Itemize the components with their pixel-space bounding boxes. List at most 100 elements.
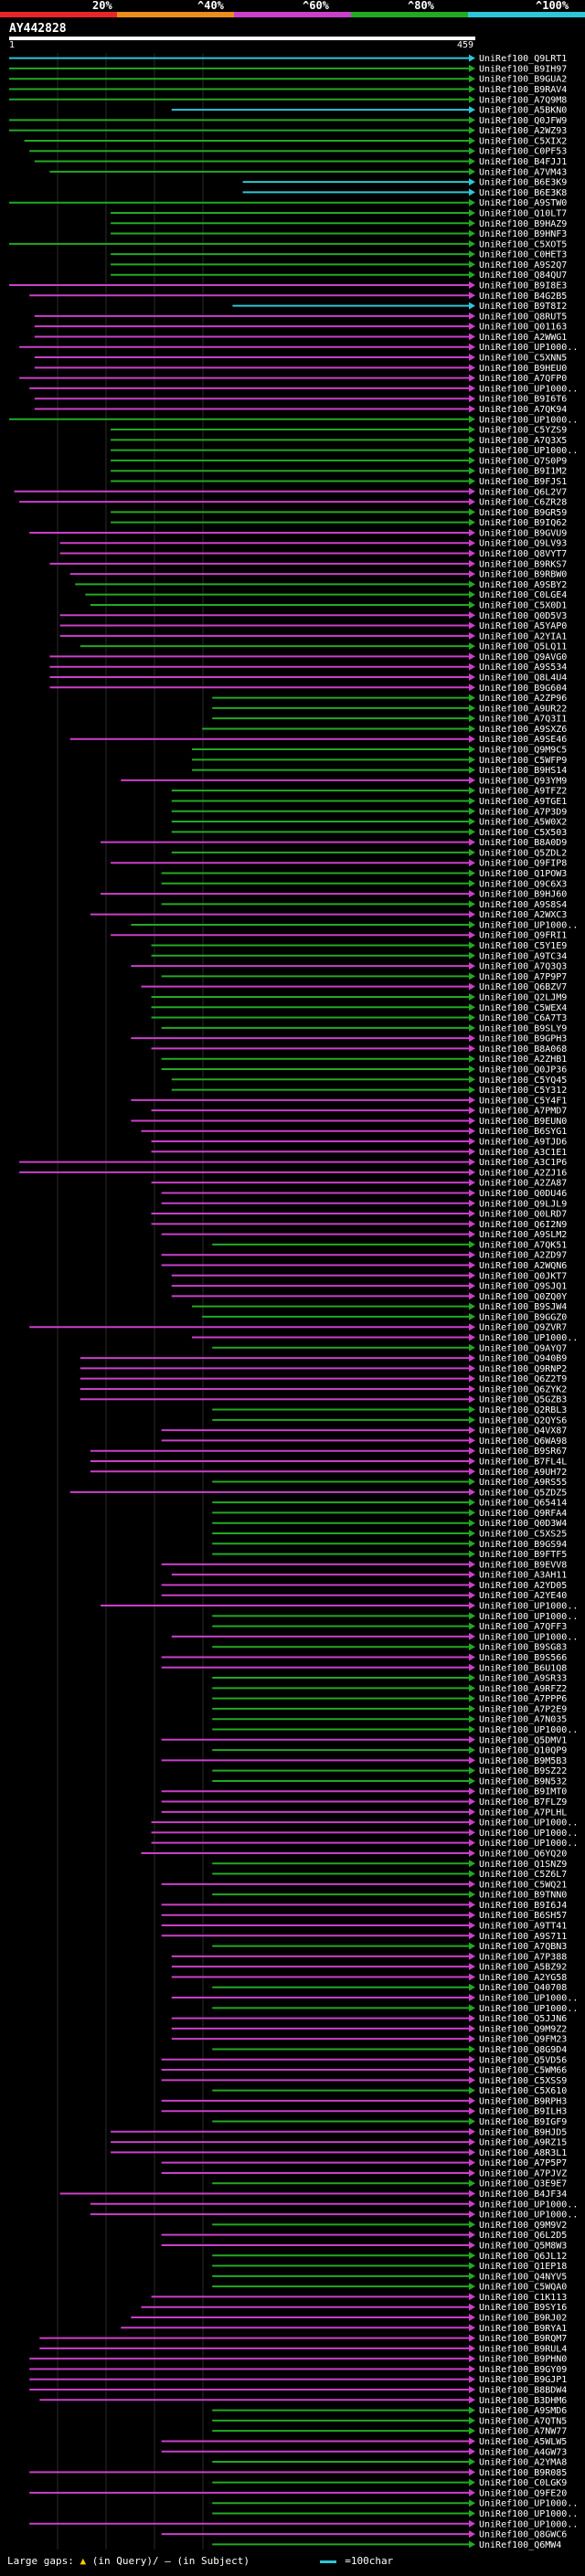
hit-label: UniRef100_UP1000.. <box>479 1602 578 1612</box>
hit-arrow <box>469 1457 475 1465</box>
hit-label: UniRef100_A9S8S4 <box>479 900 567 910</box>
hit-label: UniRef100_Q6JL12 <box>479 2252 567 2262</box>
hit-label: UniRef100_Q5GZB3 <box>479 1395 567 1405</box>
hit-label: UniRef100_A8R3L1 <box>479 2148 567 2158</box>
hit-arrow <box>469 1922 475 1929</box>
hit-arrow <box>469 1189 475 1197</box>
hit-arrow <box>469 621 475 630</box>
hit-arrow <box>469 1292 475 1300</box>
hit-arrow <box>469 1148 475 1156</box>
hit-arrow <box>469 188 475 196</box>
hit-label: UniRef100_B9SR67 <box>479 1447 567 1457</box>
hit-label: UniRef100_B9HNF3 <box>479 229 567 239</box>
hit-label: UniRef100_UP1000.. <box>479 415 578 425</box>
hit-label: UniRef100_A7Q3I1 <box>479 715 567 725</box>
hit-arrow <box>469 157 475 165</box>
hit-label: UniRef100_A7QBN3 <box>479 1942 567 1952</box>
hit-arrow <box>469 1797 475 1806</box>
hit-arrow <box>469 2447 475 2455</box>
hit-label: UniRef100_C5X0D1 <box>479 600 567 610</box>
hit-label: UniRef100_C6A7T3 <box>479 1013 567 1023</box>
hit-arrow <box>469 787 475 795</box>
hit-label: UniRef100_A2ZA87 <box>479 1179 567 1189</box>
hit-arrow <box>469 147 475 155</box>
hit-label: UniRef100_C5XSS9 <box>479 2076 567 2086</box>
hit-arrow <box>469 642 475 651</box>
hit-label: UniRef100_Q93YM9 <box>479 776 567 786</box>
hit-arrow <box>469 2055 475 2063</box>
hit-label: UniRef100_Q9FRI1 <box>479 931 567 941</box>
hit-label: UniRef100_B8A068 <box>479 1044 567 1055</box>
hit-label: UniRef100_B9GY09 <box>479 2365 567 2375</box>
hit-label: UniRef100_C5XS25 <box>479 1530 567 1540</box>
query-end-label: 459 <box>457 40 474 50</box>
identity-legend: 20% ^40% ^60% ^80% ^100% <box>0 0 585 24</box>
hit-arrow <box>469 1932 475 1940</box>
hit-label: UniRef100_B6E3K8 <box>479 188 567 198</box>
hit-label: UniRef100_Q10LT7 <box>479 208 567 218</box>
hit-arrow <box>469 1849 475 1857</box>
hit-arrow <box>469 900 475 908</box>
hit-arrow <box>469 828 475 836</box>
hit-arrow <box>469 1550 475 1558</box>
hit-label: UniRef100_B9I6T6 <box>479 395 567 405</box>
hit-label: UniRef100_Q9AYQ7 <box>479 1343 567 1353</box>
hit-arrow <box>469 1158 475 1166</box>
hit-label: UniRef100_A9SBY2 <box>479 580 567 590</box>
hit-label: UniRef100_Q8L4U4 <box>479 673 567 684</box>
hit-arrow <box>469 2179 475 2188</box>
hit-label: UniRef100_B7FL4L <box>479 1457 567 1467</box>
hit-label: UniRef100_A5YAP0 <box>479 621 567 631</box>
hit-arrow <box>469 2540 475 2549</box>
hit-label: UniRef100_B9EVV8 <box>479 1560 567 1570</box>
query-gap-label: (in Query)/ <box>91 2555 159 2567</box>
hit-arrow <box>469 807 475 815</box>
hit-arrow <box>469 2066 475 2074</box>
hit-label: UniRef100_B9RKS7 <box>479 559 567 569</box>
hit-arrow <box>469 2283 475 2291</box>
hit-arrow <box>469 2272 475 2280</box>
hit-arrow <box>469 1199 475 1207</box>
hit-arrow <box>469 1973 475 1981</box>
hit-arrow <box>469 312 475 320</box>
hit-label: UniRef100_A2WQN6 <box>479 1261 567 1271</box>
hit-label: UniRef100_B9HJ60 <box>479 890 567 900</box>
hit-label: UniRef100_Q5ZDL2 <box>479 848 567 858</box>
hit-arrow <box>469 1023 475 1032</box>
hit-label: UniRef100_Q0JP36 <box>479 1065 567 1075</box>
hit-label: UniRef100_Q5M8W3 <box>479 2241 567 2251</box>
hit-label: UniRef100_Q9C6X3 <box>479 879 567 889</box>
hit-label: UniRef100_C5Y4F1 <box>479 1096 567 1106</box>
hit-arrow <box>469 1746 475 1754</box>
hit-label: UniRef100_UP1000.. <box>479 343 578 353</box>
hit-arrow <box>469 1107 475 1115</box>
hit-label: UniRef100_B9HAZ9 <box>479 219 567 229</box>
hit-arrow <box>469 354 475 362</box>
hit-arrow <box>469 2530 475 2539</box>
hit-arrow <box>469 374 475 382</box>
hit-label: UniRef100_C5WFP9 <box>479 756 567 766</box>
hit-arrow <box>469 1230 475 1238</box>
footer-legend: Large gaps: ▲ (in Query)/ — (in Subject)… <box>7 2555 393 2567</box>
hit-label: UniRef100_Q8RUT5 <box>479 312 567 322</box>
hit-arrow <box>469 95 475 103</box>
hit-label: UniRef100_Q9FM23 <box>479 2035 567 2045</box>
hit-arrow <box>469 1003 475 1012</box>
hit-label: UniRef100_C5Y312 <box>479 1086 567 1096</box>
hit-arrow <box>469 2375 475 2383</box>
hit-arrow <box>469 1776 475 1785</box>
hit-arrow <box>469 1333 475 1341</box>
hit-arrow <box>469 1860 475 1868</box>
hit-label: UniRef100_B3DHM6 <box>479 2396 567 2406</box>
hit-arrow <box>469 1096 475 1104</box>
hit-label: UniRef100_UP1000.. <box>479 1725 578 1735</box>
hit-arrow <box>469 1602 475 1610</box>
hit-arrow <box>469 2241 475 2249</box>
hit-label: UniRef100_B8A0D9 <box>479 838 567 848</box>
hit-arrow <box>469 384 475 392</box>
hit-arrow <box>469 1632 475 1640</box>
hit-arrow <box>469 364 475 372</box>
hit-label: UniRef100_A7QFF3 <box>479 1622 567 1632</box>
hit-label: UniRef100_A7PJVZ <box>479 2168 567 2178</box>
